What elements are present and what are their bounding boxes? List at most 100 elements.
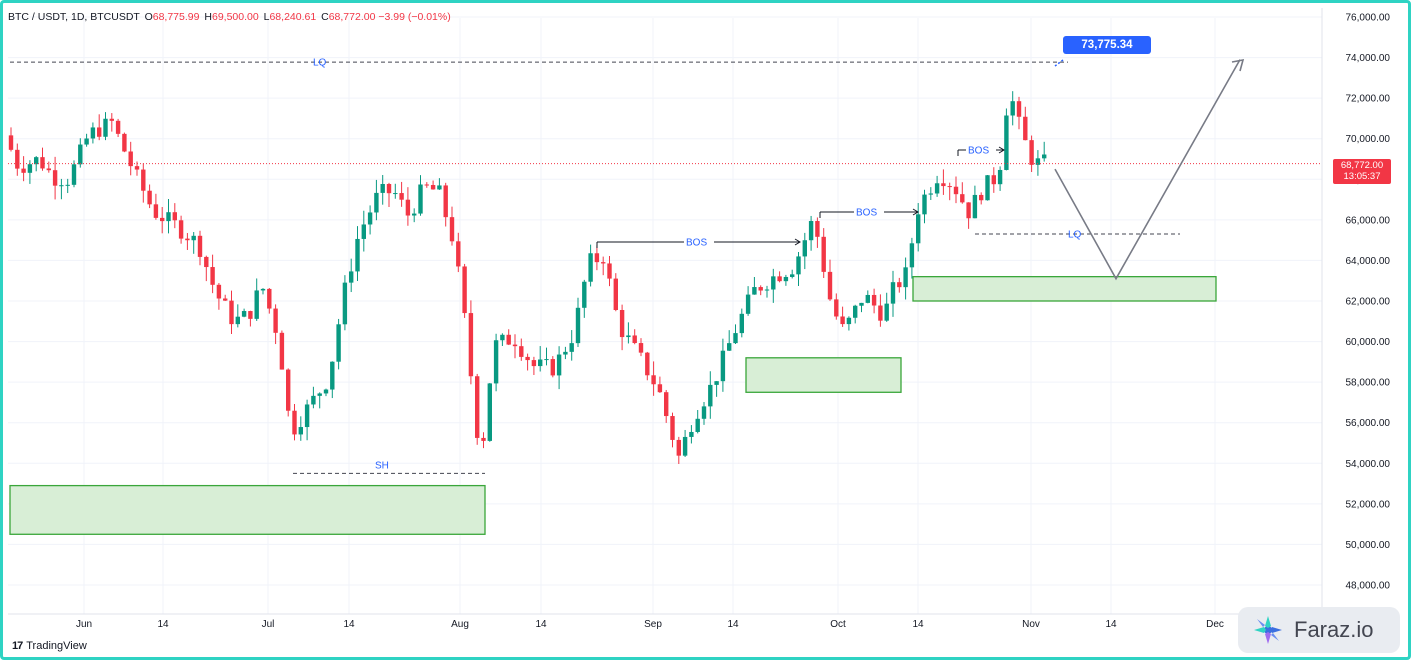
- candle-body: [884, 303, 889, 321]
- candle-body: [380, 183, 385, 193]
- liquidity-label-mid: LQ: [1068, 230, 1082, 241]
- candle-body: [601, 262, 606, 264]
- candle-body: [960, 194, 965, 203]
- candle-body: [153, 204, 159, 218]
- candle-body: [739, 313, 744, 334]
- candle-body: [821, 236, 826, 272]
- candle-body: [550, 359, 555, 376]
- candle-body: [758, 287, 763, 291]
- candle-body: [796, 256, 801, 275]
- x-tick-label: Jun: [76, 619, 92, 630]
- bos-arrowhead: [912, 208, 919, 216]
- y-tick-label: 74,000.00: [1346, 53, 1391, 64]
- y-tick-label: 70,000.00: [1346, 134, 1391, 145]
- bos-label: BOS: [686, 238, 707, 249]
- candle-body: [544, 359, 549, 361]
- change-value: −3.99 (−0.01%): [378, 11, 451, 23]
- candle-body: [147, 190, 152, 205]
- candle-body: [260, 288, 266, 291]
- candle-body: [1035, 158, 1041, 165]
- candle-body: [304, 404, 310, 428]
- candle-body: [386, 183, 392, 194]
- candle-body: [361, 224, 366, 239]
- candle-body: [27, 164, 33, 173]
- candle-body: [443, 185, 448, 218]
- candle-body: [197, 235, 203, 257]
- candle-body: [97, 127, 102, 137]
- y-tick-label: 58,000.00: [1346, 378, 1391, 389]
- candle-body: [141, 169, 146, 191]
- x-tick-label: 14: [343, 619, 355, 630]
- candle-body: [292, 410, 297, 435]
- candle-body: [374, 192, 379, 213]
- candle-body: [815, 221, 820, 237]
- x-tick-label: Nov: [1022, 619, 1040, 630]
- candle-body: [783, 276, 789, 282]
- candle-body: [985, 175, 990, 201]
- candle-body: [430, 185, 436, 190]
- candle-body: [40, 157, 45, 169]
- candle-body: [267, 288, 272, 309]
- callout-pointer: [1054, 59, 1064, 67]
- candle-body: [563, 351, 568, 355]
- y-tick-label: 60,000.00: [1346, 337, 1391, 348]
- candle-body: [286, 369, 291, 411]
- close-value: 68,772.00: [328, 11, 376, 23]
- x-tick-label: 14: [535, 619, 547, 630]
- candle-body: [393, 193, 398, 195]
- candle-body: [52, 170, 58, 186]
- x-tick-label: Aug: [451, 619, 469, 630]
- y-tick-label: 62,000.00: [1346, 297, 1391, 308]
- current-price-value: 68,772.00: [1340, 160, 1384, 171]
- candle-body: [947, 186, 952, 188]
- candle-body: [645, 352, 650, 376]
- candle-body: [475, 376, 480, 438]
- candle-body: [519, 346, 524, 357]
- y-tick-label: 66,000.00: [1346, 215, 1391, 226]
- y-tick-label: 56,000.00: [1346, 418, 1391, 429]
- candle-body: [991, 175, 996, 185]
- candle-body: [65, 184, 70, 186]
- x-tick-label: Sep: [644, 619, 662, 630]
- candle-body: [216, 284, 222, 299]
- candle-body: [160, 217, 165, 222]
- candle-body: [916, 214, 921, 244]
- projection-arrowhead: [1231, 58, 1245, 72]
- y-tick-label: 50,000.00: [1346, 540, 1391, 551]
- ohlc-header: BTC / USDT, 1D, BTCUSDT O68,775.99 H69,5…: [8, 11, 451, 23]
- candle-body: [853, 305, 858, 318]
- candle-body: [128, 151, 133, 167]
- x-tick-label: 14: [727, 619, 739, 630]
- candle-body: [682, 436, 688, 456]
- candle-body: [317, 393, 322, 396]
- candle-body: [418, 184, 423, 214]
- candle-body: [34, 157, 39, 165]
- candle-body: [336, 324, 341, 362]
- x-tick-label: Dec: [1206, 619, 1224, 630]
- candle-body: [191, 235, 196, 241]
- liquidity-label-top: LQ: [313, 58, 327, 69]
- candle-body: [241, 311, 247, 317]
- candle-body: [59, 185, 64, 187]
- candle-body: [859, 302, 864, 306]
- candle-body: [934, 183, 940, 194]
- candle-body: [594, 253, 600, 263]
- y-tick-label: 52,000.00: [1346, 499, 1391, 510]
- candle-body: [78, 144, 83, 165]
- price-callout: 73,775.34: [1063, 36, 1151, 54]
- candle-body: [279, 332, 285, 370]
- candle-body: [21, 168, 26, 173]
- candle-body: [487, 383, 492, 441]
- candle-body: [972, 194, 978, 219]
- candle-body: [670, 416, 675, 440]
- tradingview-logo[interactable]: 17 TradingView: [12, 640, 87, 652]
- candle-body: [90, 127, 96, 139]
- candle-body: [71, 164, 77, 185]
- candle-body: [582, 281, 587, 308]
- candle-body: [632, 335, 637, 344]
- candle-body: [46, 168, 51, 171]
- bos-label-bg: [966, 143, 996, 155]
- candle-body: [405, 199, 411, 216]
- candle-body: [456, 241, 461, 267]
- faraz-label: Faraz.io: [1294, 617, 1374, 642]
